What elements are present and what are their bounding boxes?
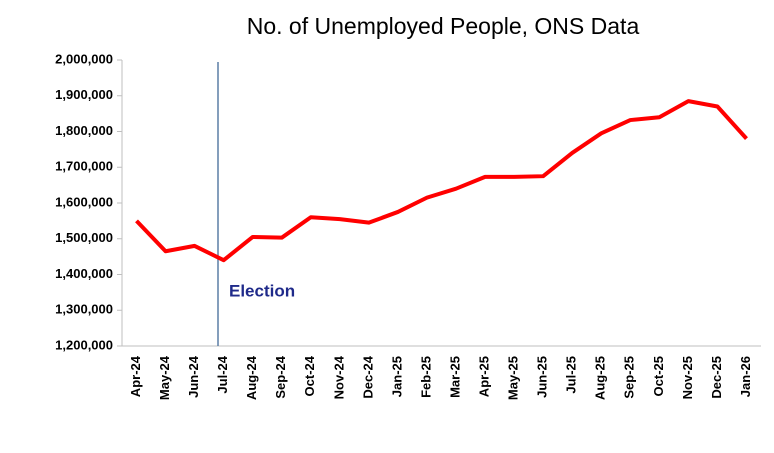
y-tick-label: 2,000,000 xyxy=(55,51,113,66)
x-tick-label: Mar-25 xyxy=(447,356,462,398)
y-tick-label: 1,900,000 xyxy=(55,87,113,102)
x-tick-label: Nov-25 xyxy=(680,356,695,399)
x-tick-label: Dec-25 xyxy=(709,356,724,399)
x-tick-label: May-25 xyxy=(506,356,521,400)
y-tick-label: 1,600,000 xyxy=(55,194,113,209)
x-tick-label: Jan-25 xyxy=(389,356,404,397)
chart-title: No. of Unemployed People, ONS Data xyxy=(247,13,640,39)
x-tick-label: May-24 xyxy=(157,355,172,400)
x-tick-label: Nov-24 xyxy=(331,355,346,399)
x-tick-label: Dec-24 xyxy=(360,355,375,398)
x-tick-label: Feb-25 xyxy=(418,356,433,398)
annotation: Election xyxy=(229,281,295,300)
y-tick-label: 1,300,000 xyxy=(55,302,113,317)
x-tick-label: Jun-25 xyxy=(535,356,550,398)
x-tick-label: Apr-24 xyxy=(128,355,143,397)
x-tick-label: Jul-24 xyxy=(215,355,230,393)
x-tick-label: Oct-25 xyxy=(651,356,666,396)
y-tick-label: 1,800,000 xyxy=(55,123,113,138)
y-tick-label: 1,400,000 xyxy=(55,266,113,281)
line-series xyxy=(135,99,748,263)
x-tick-label: Aug-24 xyxy=(244,355,259,400)
y-tick-label: 1,200,000 xyxy=(55,337,113,352)
x-tick-label: Apr-25 xyxy=(477,356,492,397)
x-tick-label: Jun-24 xyxy=(186,355,201,398)
y-tick-label: 1,500,000 xyxy=(55,230,113,245)
x-tick-label: Jan-26 xyxy=(738,356,753,397)
x-tick-label: Jul-25 xyxy=(564,356,579,394)
x-tick-label: Oct-24 xyxy=(302,355,317,396)
x-tick-label: Sep-24 xyxy=(273,355,288,398)
x-tick-label: Sep-25 xyxy=(622,356,637,399)
x-tick-label: Aug-25 xyxy=(593,356,608,400)
y-tick-label: 1,700,000 xyxy=(55,159,113,174)
